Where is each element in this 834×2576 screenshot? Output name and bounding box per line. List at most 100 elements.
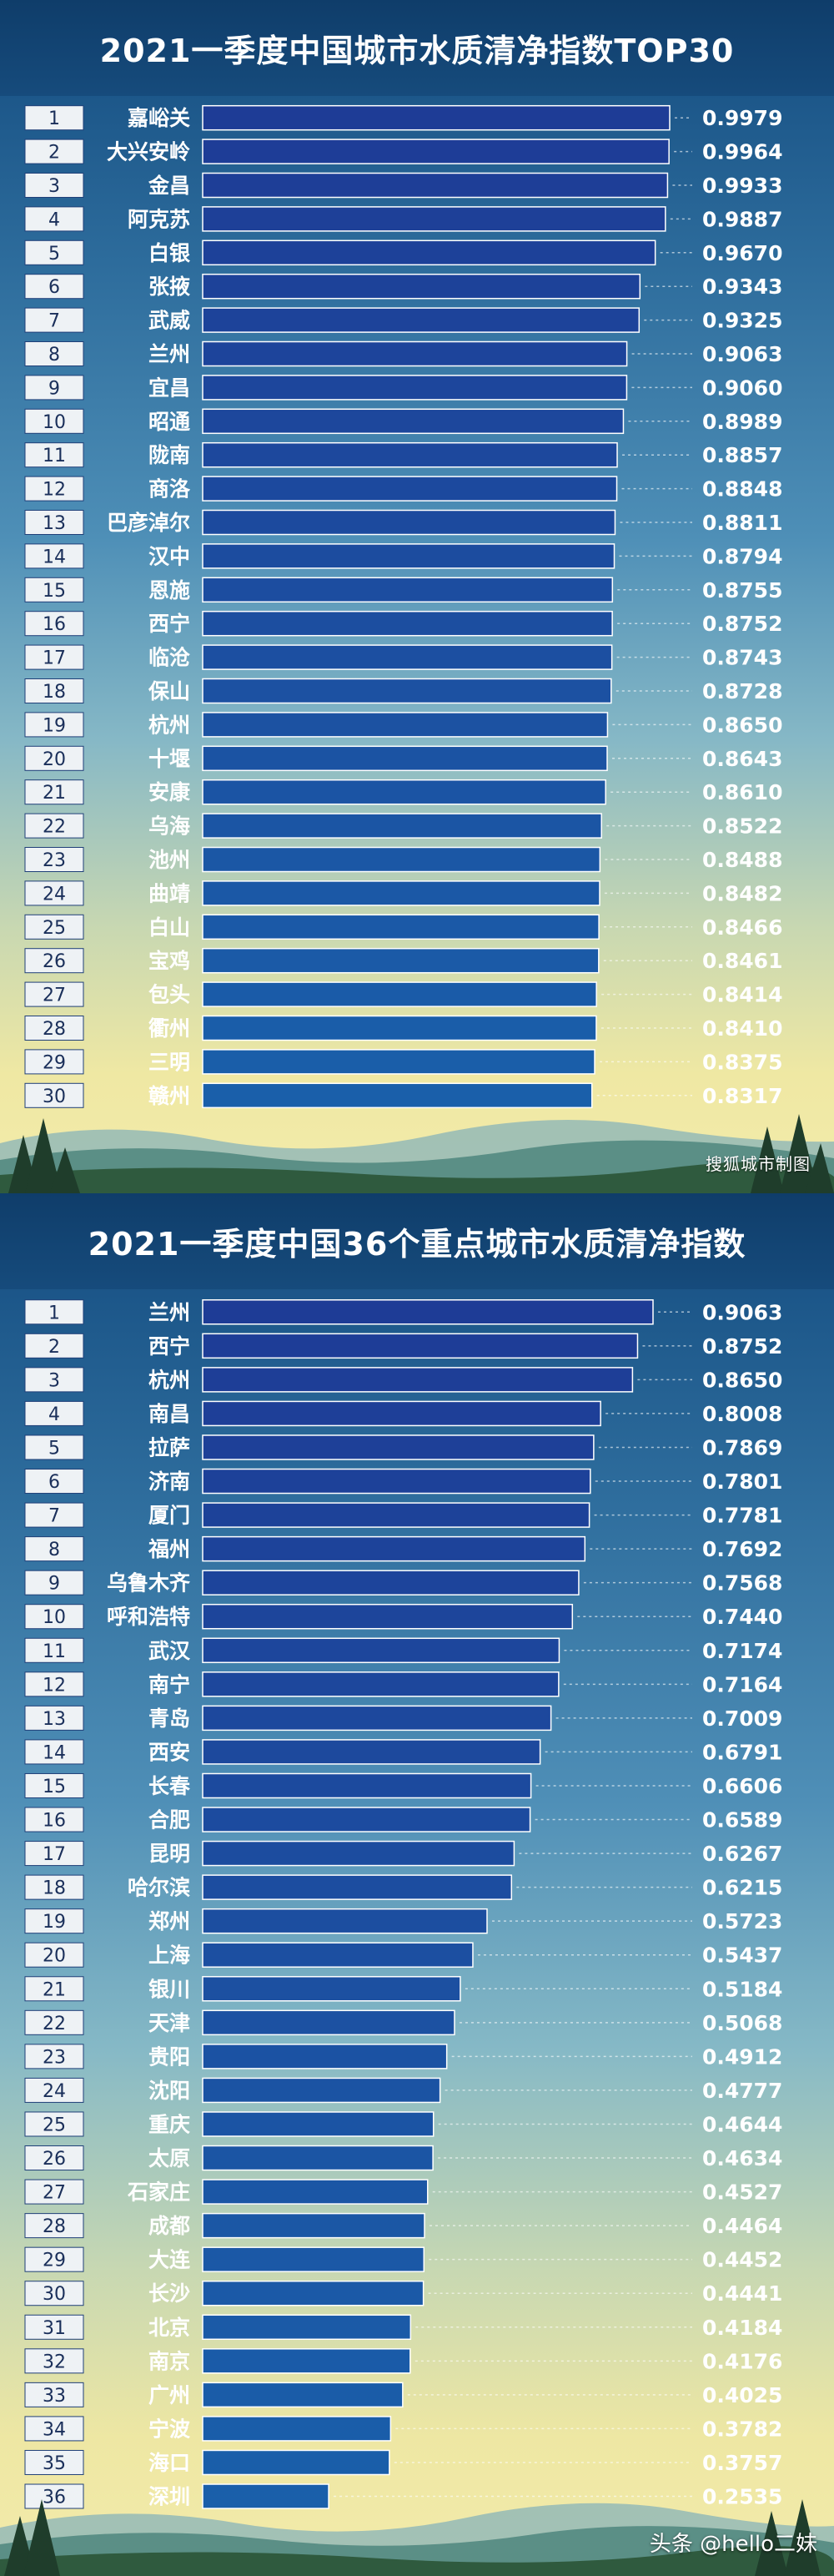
category-label: 赣州	[148, 1084, 190, 1108]
bar	[202, 947, 600, 974]
bar	[202, 104, 671, 131]
value-label: 0.6215	[702, 1876, 782, 1900]
rank-box	[24, 1671, 84, 1697]
rank-box	[24, 1772, 84, 1798]
rank-box	[24, 1942, 84, 1968]
bar	[202, 2212, 425, 2239]
category-label: 白山	[148, 915, 190, 940]
value-label: 0.8410	[702, 1016, 782, 1041]
bar	[202, 1637, 560, 1664]
rank-box	[24, 813, 84, 839]
rank-box	[24, 1016, 84, 1041]
rank-label: 6	[48, 277, 60, 298]
rank-label: 19	[43, 715, 66, 736]
bar	[202, 610, 613, 637]
rank-label: 20	[43, 1946, 66, 1967]
rank-box	[24, 1367, 84, 1393]
value-label: 0.7869	[702, 1435, 782, 1459]
rank-label: 9	[48, 1574, 60, 1595]
category-label: 大兴安岭	[107, 140, 190, 164]
rank-label: 25	[43, 2115, 66, 2135]
rank-label: 20	[43, 749, 66, 770]
rank-label: 8	[48, 345, 60, 365]
category-label: 池州	[148, 848, 190, 872]
rank-label: 16	[43, 1811, 66, 1832]
category-label: 南昌	[148, 1402, 190, 1426]
category-label: 石家庄	[127, 2180, 190, 2205]
rank-box	[24, 2213, 84, 2239]
category-label: 商洛	[148, 477, 191, 502]
value-label: 0.3782	[702, 2417, 782, 2441]
rank-label: 7	[48, 311, 60, 332]
value-label: 0.8857	[702, 443, 782, 467]
value-label: 0.8752	[702, 612, 782, 636]
key-cities-title-band: 2021一季度中国36个重点城市水质清净指数	[0, 1193, 834, 1289]
rank-box	[24, 274, 84, 300]
bar	[202, 509, 616, 536]
value-label: 0.9887	[702, 207, 782, 231]
category-label: 西安	[148, 1740, 190, 1764]
category-label: 海口	[148, 2451, 190, 2475]
value-label: 0.8743	[702, 646, 782, 670]
top30-panel: 2021一季度中国城市水质清净指数TOP30 1 嘉峪关 0.9979 2 大兴安岭 0.…	[0, 0, 834, 1193]
value-label: 0.8848	[702, 477, 782, 502]
value-label: 0.8650	[702, 713, 782, 737]
rank-label: 19	[43, 1912, 66, 1933]
rank-box	[24, 611, 84, 637]
category-label: 青岛	[148, 1706, 190, 1731]
rank-label: 1	[48, 108, 60, 129]
rank-box	[24, 1739, 84, 1765]
bar	[202, 340, 628, 367]
value-label: 0.5184	[702, 1977, 782, 2001]
rank-box	[24, 644, 84, 670]
rank-label: 30	[43, 1086, 66, 1107]
bar	[202, 273, 641, 300]
bar	[202, 1671, 560, 1697]
value-label: 0.9670	[702, 241, 782, 265]
bar	[202, 1705, 552, 1732]
category-label: 兰州	[148, 342, 190, 366]
bar	[202, 1434, 595, 1460]
value-label: 0.4644	[702, 2112, 782, 2136]
rank-box	[24, 375, 84, 401]
category-label: 西宁	[148, 612, 190, 636]
category-label: 金昌	[148, 174, 190, 198]
category-label: 保山	[148, 679, 190, 703]
rank-label: 30	[43, 2284, 66, 2305]
category-label: 汉中	[148, 544, 190, 568]
value-label: 0.6791	[702, 1740, 782, 1764]
bar	[202, 1082, 593, 1109]
rank-label: 34	[43, 2419, 66, 2440]
category-label: 巴彦淖尔	[107, 511, 190, 535]
rank-box	[24, 2348, 84, 2374]
bar	[202, 307, 641, 333]
category-label: 太原	[148, 2146, 190, 2170]
rank-label: 2	[48, 1337, 60, 1358]
bar	[202, 206, 666, 232]
category-label: 南京	[148, 2349, 190, 2373]
rank-label: 22	[43, 817, 66, 838]
rank-label: 28	[43, 2216, 66, 2237]
category-label: 沈阳	[148, 2079, 190, 2103]
rank-label: 27	[43, 2183, 66, 2204]
key-cities-panel: 2021一季度中国36个重点城市水质清净指数 1 兰州 0.9063 2 西宁 0.875…	[0, 1193, 834, 2576]
value-label: 0.3757	[702, 2451, 782, 2475]
rank-box	[24, 1841, 84, 1867]
rank-label: 5	[48, 244, 60, 265]
value-label: 0.5437	[702, 1943, 782, 1968]
bar	[202, 408, 625, 435]
rank-box	[24, 981, 84, 1007]
rank-label: 33	[43, 2386, 66, 2407]
rank-box	[24, 2483, 84, 2509]
rank-label: 22	[43, 2014, 66, 2034]
rank-label: 12	[43, 480, 66, 501]
rank-box	[24, 678, 84, 703]
category-label: 长沙	[148, 2281, 190, 2306]
value-label: 0.9933	[702, 174, 782, 198]
value-label: 0.9964	[702, 140, 782, 164]
rank-box	[24, 1874, 84, 1900]
rank-label: 29	[43, 2251, 66, 2271]
bar	[202, 375, 628, 401]
category-label: 呼和浩特	[107, 1605, 190, 1629]
category-label: 宁波	[148, 2417, 191, 2441]
